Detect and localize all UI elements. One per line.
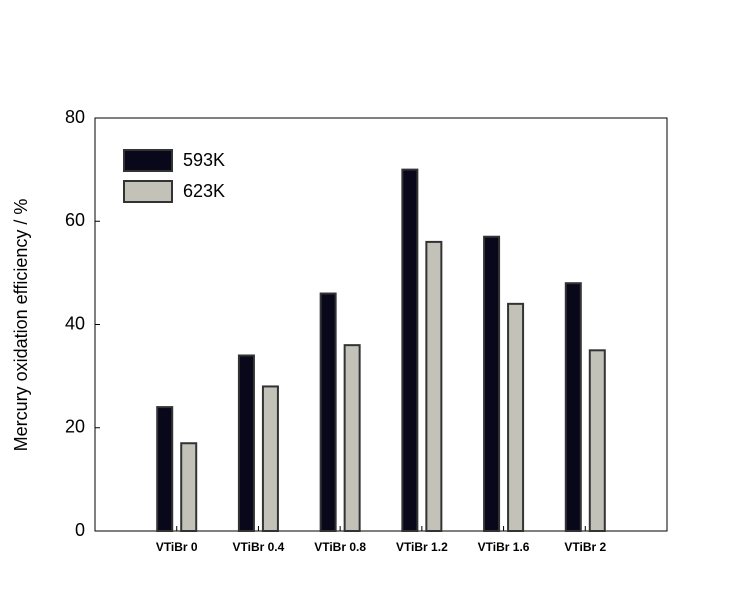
x-tick-label: VTiBr 0: [156, 540, 198, 554]
bar: [180, 442, 198, 532]
legend-label: 623K: [183, 181, 225, 201]
legend-label: 593K: [183, 150, 225, 170]
bar: [483, 235, 501, 533]
x-tick-label: VTiBr 1.6: [478, 540, 530, 554]
bar: [319, 292, 337, 532]
y-tick-label: 80: [65, 107, 85, 127]
x-tick-label: VTiBr 0.4: [233, 540, 285, 554]
bar: [401, 168, 419, 532]
legend-swatch: [123, 180, 173, 203]
legend-swatch: [123, 149, 173, 172]
bar: [343, 344, 361, 532]
y-tick-label: 0: [75, 520, 85, 540]
x-tick-label: VTiBr 0.8: [314, 540, 366, 554]
bar: [588, 349, 606, 532]
bar: [261, 385, 279, 533]
y-axis-label: Mercury oxidation efficiency / %: [11, 199, 31, 452]
y-tick-label: 40: [65, 313, 85, 333]
bar: [507, 302, 525, 532]
bar: [564, 282, 582, 533]
bar: [237, 354, 255, 532]
x-tick-label: VTiBr 1.2: [396, 540, 448, 554]
y-tick-label: 60: [65, 210, 85, 230]
bar: [425, 240, 443, 532]
bar: [156, 406, 174, 533]
y-tick-label: 20: [65, 417, 85, 437]
x-tick-label: VTiBr 2: [564, 540, 606, 554]
